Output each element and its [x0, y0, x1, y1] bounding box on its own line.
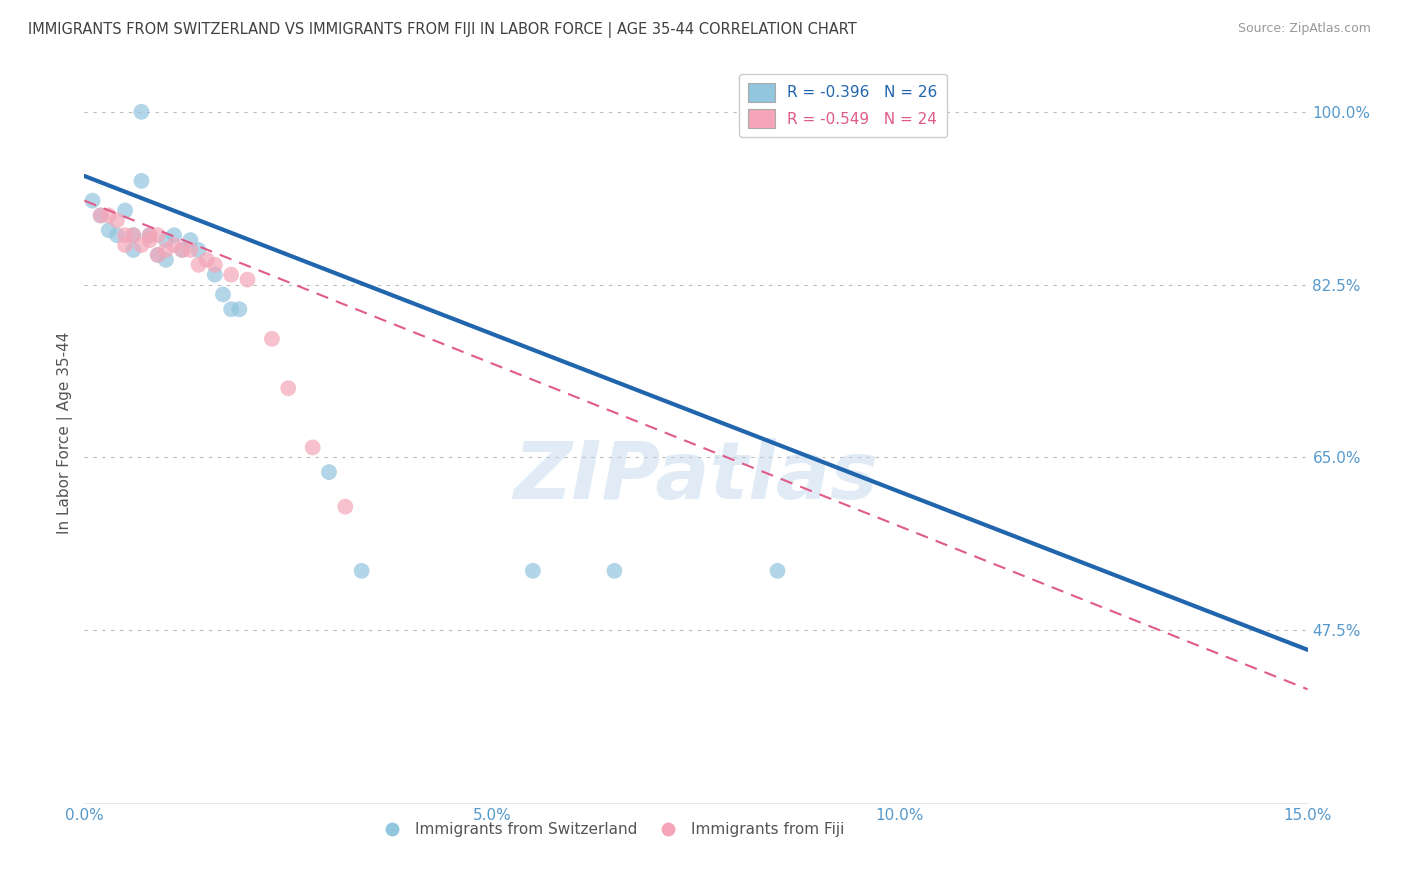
- Point: [219, 268, 242, 282]
- Point: [146, 228, 169, 243]
- Point: [146, 248, 169, 262]
- Point: [131, 104, 153, 119]
- Point: [228, 302, 250, 317]
- Point: [236, 272, 259, 286]
- Point: [97, 209, 120, 223]
- Point: [90, 209, 112, 223]
- Text: Source: ZipAtlas.com: Source: ZipAtlas.com: [1237, 22, 1371, 36]
- Point: [212, 287, 235, 301]
- Point: [187, 258, 209, 272]
- Legend: Immigrants from Switzerland, Immigrants from Fiji: Immigrants from Switzerland, Immigrants …: [371, 816, 851, 843]
- Point: [522, 564, 544, 578]
- Point: [179, 243, 201, 257]
- Point: [318, 465, 340, 479]
- Text: ZIPatlas: ZIPatlas: [513, 438, 879, 516]
- Point: [105, 213, 128, 227]
- Point: [122, 228, 145, 243]
- Point: [277, 381, 299, 395]
- Point: [301, 441, 323, 455]
- Point: [350, 564, 373, 578]
- Point: [146, 248, 169, 262]
- Point: [114, 228, 136, 243]
- Point: [138, 228, 160, 243]
- Point: [155, 233, 177, 247]
- Point: [163, 228, 186, 243]
- Point: [82, 194, 104, 208]
- Point: [122, 228, 145, 243]
- Point: [603, 564, 626, 578]
- Point: [204, 268, 226, 282]
- Y-axis label: In Labor Force | Age 35-44: In Labor Force | Age 35-44: [58, 332, 73, 533]
- Point: [155, 252, 177, 267]
- Point: [122, 243, 145, 257]
- Point: [155, 243, 177, 257]
- Point: [219, 302, 242, 317]
- Point: [204, 258, 226, 272]
- Point: [260, 332, 283, 346]
- Point: [195, 252, 218, 267]
- Point: [187, 243, 209, 257]
- Point: [114, 203, 136, 218]
- Point: [335, 500, 357, 514]
- Point: [131, 238, 153, 252]
- Point: [97, 223, 120, 237]
- Point: [105, 228, 128, 243]
- Point: [138, 233, 160, 247]
- Point: [172, 243, 194, 257]
- Point: [131, 174, 153, 188]
- Point: [172, 243, 194, 257]
- Point: [766, 564, 789, 578]
- Point: [90, 209, 112, 223]
- Point: [114, 238, 136, 252]
- Point: [138, 228, 160, 243]
- Point: [179, 233, 201, 247]
- Point: [163, 238, 186, 252]
- Text: IMMIGRANTS FROM SWITZERLAND VS IMMIGRANTS FROM FIJI IN LABOR FORCE | AGE 35-44 C: IMMIGRANTS FROM SWITZERLAND VS IMMIGRANT…: [28, 22, 856, 38]
